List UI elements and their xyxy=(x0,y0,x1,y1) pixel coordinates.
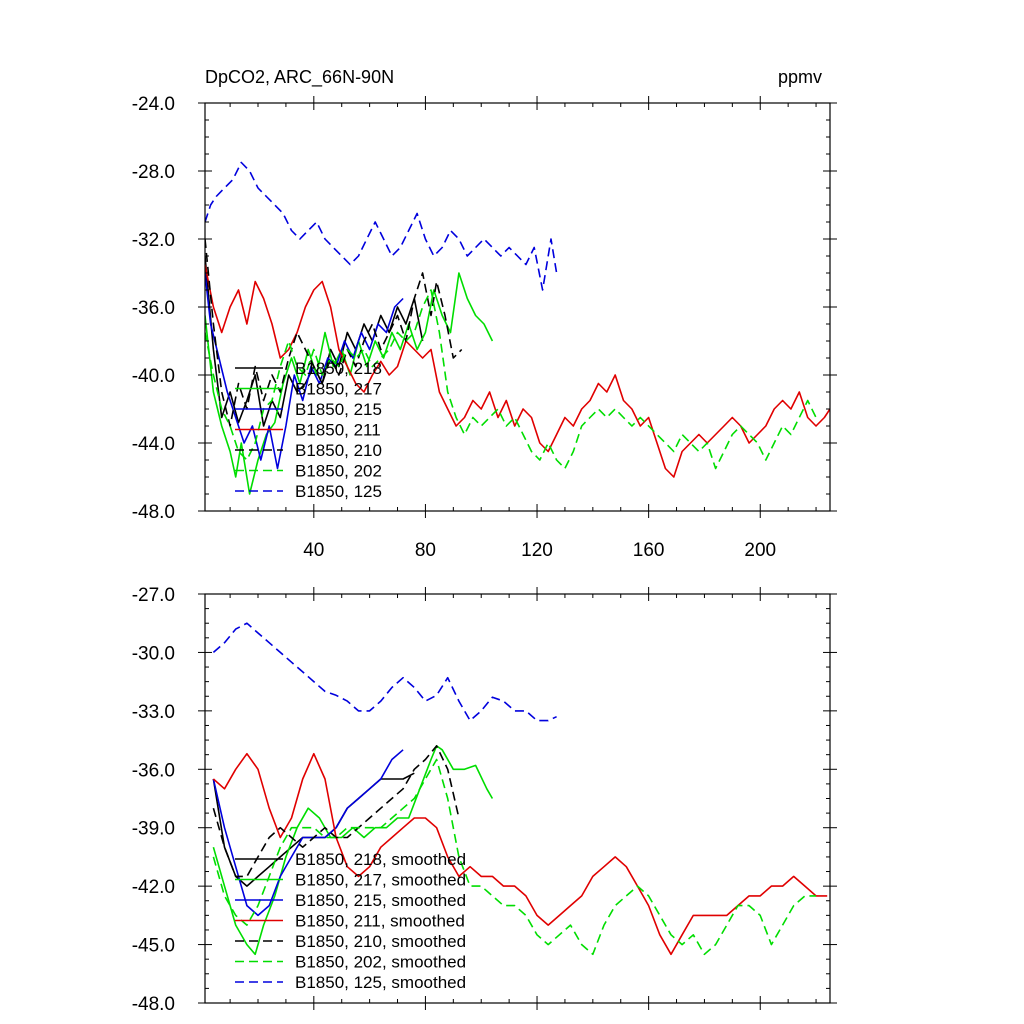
y-tick-label: -42.0 xyxy=(132,877,175,898)
legend-label: B1850, 125 xyxy=(295,482,382,501)
series-line-5 xyxy=(205,289,817,470)
legend-label: B1850, 202, smoothed xyxy=(295,953,466,972)
y-tick-label: -44.0 xyxy=(132,434,175,455)
y-tick-label: -48.0 xyxy=(132,502,175,523)
y-tick-label: -33.0 xyxy=(132,702,175,723)
series-line-4 xyxy=(212,745,460,878)
series-line-3 xyxy=(212,752,828,956)
y-tick-label: -48.0 xyxy=(132,994,175,1015)
legend-label: B1850, 211, smoothed xyxy=(295,912,465,931)
y-tick-label: -36.0 xyxy=(132,298,175,319)
legend-label: B1850, 218 xyxy=(295,359,382,378)
legend-label: B1850, 217 xyxy=(295,380,382,399)
x-tick-label: 40 xyxy=(303,540,324,561)
legend-label: B1850, 210 xyxy=(295,441,382,460)
series-line-3 xyxy=(205,264,830,478)
series-line-0 xyxy=(212,772,415,887)
legend-label: B1850, 217, smoothed xyxy=(295,871,466,890)
top-panel: DpCO2, ARC_66N-90N ppmv -24.0 -28.0 -32.0 -36… xyxy=(132,67,837,561)
legend-label: B1850, 215, smoothed xyxy=(295,891,466,910)
series-line-5 xyxy=(212,758,816,956)
y-tick-label: -45.0 xyxy=(132,936,175,957)
y-tick-label: -39.0 xyxy=(132,819,175,840)
bottom-panel: -27.0 -30.0 -33.0 -36.0 -39.0 -42.0 -45.0 -48.0… xyxy=(132,585,837,1015)
series-line-2 xyxy=(205,272,404,470)
chart-units: ppmv xyxy=(778,67,822,87)
y-tick-label: -40.0 xyxy=(132,366,175,387)
series-line-1 xyxy=(212,745,494,956)
y-tick-label: -28.0 xyxy=(132,162,175,183)
series-group xyxy=(212,622,828,956)
legend-label: B1850, 202 xyxy=(295,462,382,481)
legend-label: B1850, 215 xyxy=(295,400,382,419)
y-tick-label: -36.0 xyxy=(132,760,175,781)
x-tick-label: 160 xyxy=(633,540,665,561)
y-tick-label: -27.0 xyxy=(132,585,175,606)
series-line-6 xyxy=(212,622,557,722)
legend-label: B1850, 210, smoothed xyxy=(295,932,466,951)
legend-label: B1850, 211 xyxy=(295,421,381,440)
y-tick-label: -30.0 xyxy=(132,643,175,664)
y-tick-label: -32.0 xyxy=(132,230,175,251)
series-line-6 xyxy=(205,161,558,291)
x-tick-label: 200 xyxy=(744,540,776,561)
chart-title: DpCO2, ARC_66N-90N xyxy=(205,67,394,88)
series-group xyxy=(205,161,830,495)
series-line-2 xyxy=(212,749,404,917)
legend-label: B1850, 218, smoothed xyxy=(295,850,466,869)
y-tick-label: -24.0 xyxy=(132,94,175,115)
legend-label: B1850, 125, smoothed xyxy=(295,973,466,992)
series-line-4 xyxy=(205,238,463,427)
x-tick-label: 120 xyxy=(521,540,553,561)
x-tick-label: 80 xyxy=(415,540,436,561)
